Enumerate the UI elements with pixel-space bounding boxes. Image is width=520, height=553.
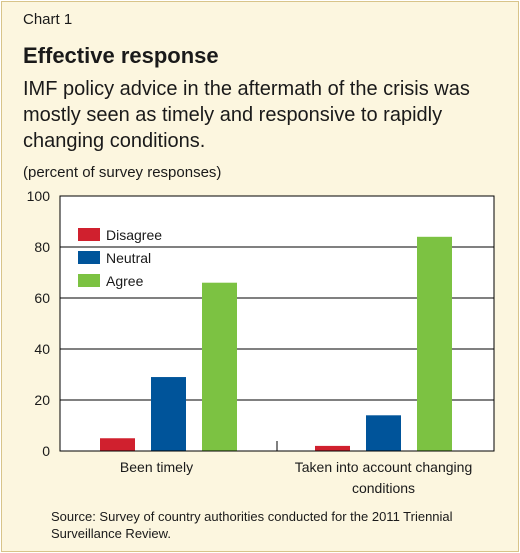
chart-number: Chart 1 [23,11,73,28]
bar-neutral-2 [366,415,401,451]
y-tick-label: 0 [42,443,50,459]
legend-swatch-neutral [78,251,100,264]
x-category-label: Been timely [120,459,193,475]
y-tick-label: 80 [34,239,50,255]
legend-label-agree: Agree [106,273,144,289]
bar-agree-2 [417,236,452,451]
unit-label: (percent of survey responses) [23,164,222,181]
chart-title: Effective response [23,43,219,68]
legend-swatch-agree [78,274,100,287]
plot-frame [59,195,495,452]
chart-subtitle: IMF policy advice in the aftermath of th… [23,78,470,152]
source-note: Source: Survey of country authorities co… [51,509,453,541]
bar-disagree-1 [100,438,135,451]
legend-label-neutral: Neutral [106,250,151,266]
y-tick-label: 20 [34,392,50,408]
legend-label-disagree: Disagree [106,227,162,243]
y-tick-label: 60 [34,290,50,306]
y-tick-label: 100 [27,188,51,204]
y-tick-label: 40 [34,341,50,357]
bar-disagree-2 [315,445,350,451]
bar-neutral-1 [151,377,186,451]
bar-agree-1 [202,282,237,451]
x-category-label: Taken into account changing conditions [295,459,472,496]
legend-swatch-disagree [78,228,100,241]
